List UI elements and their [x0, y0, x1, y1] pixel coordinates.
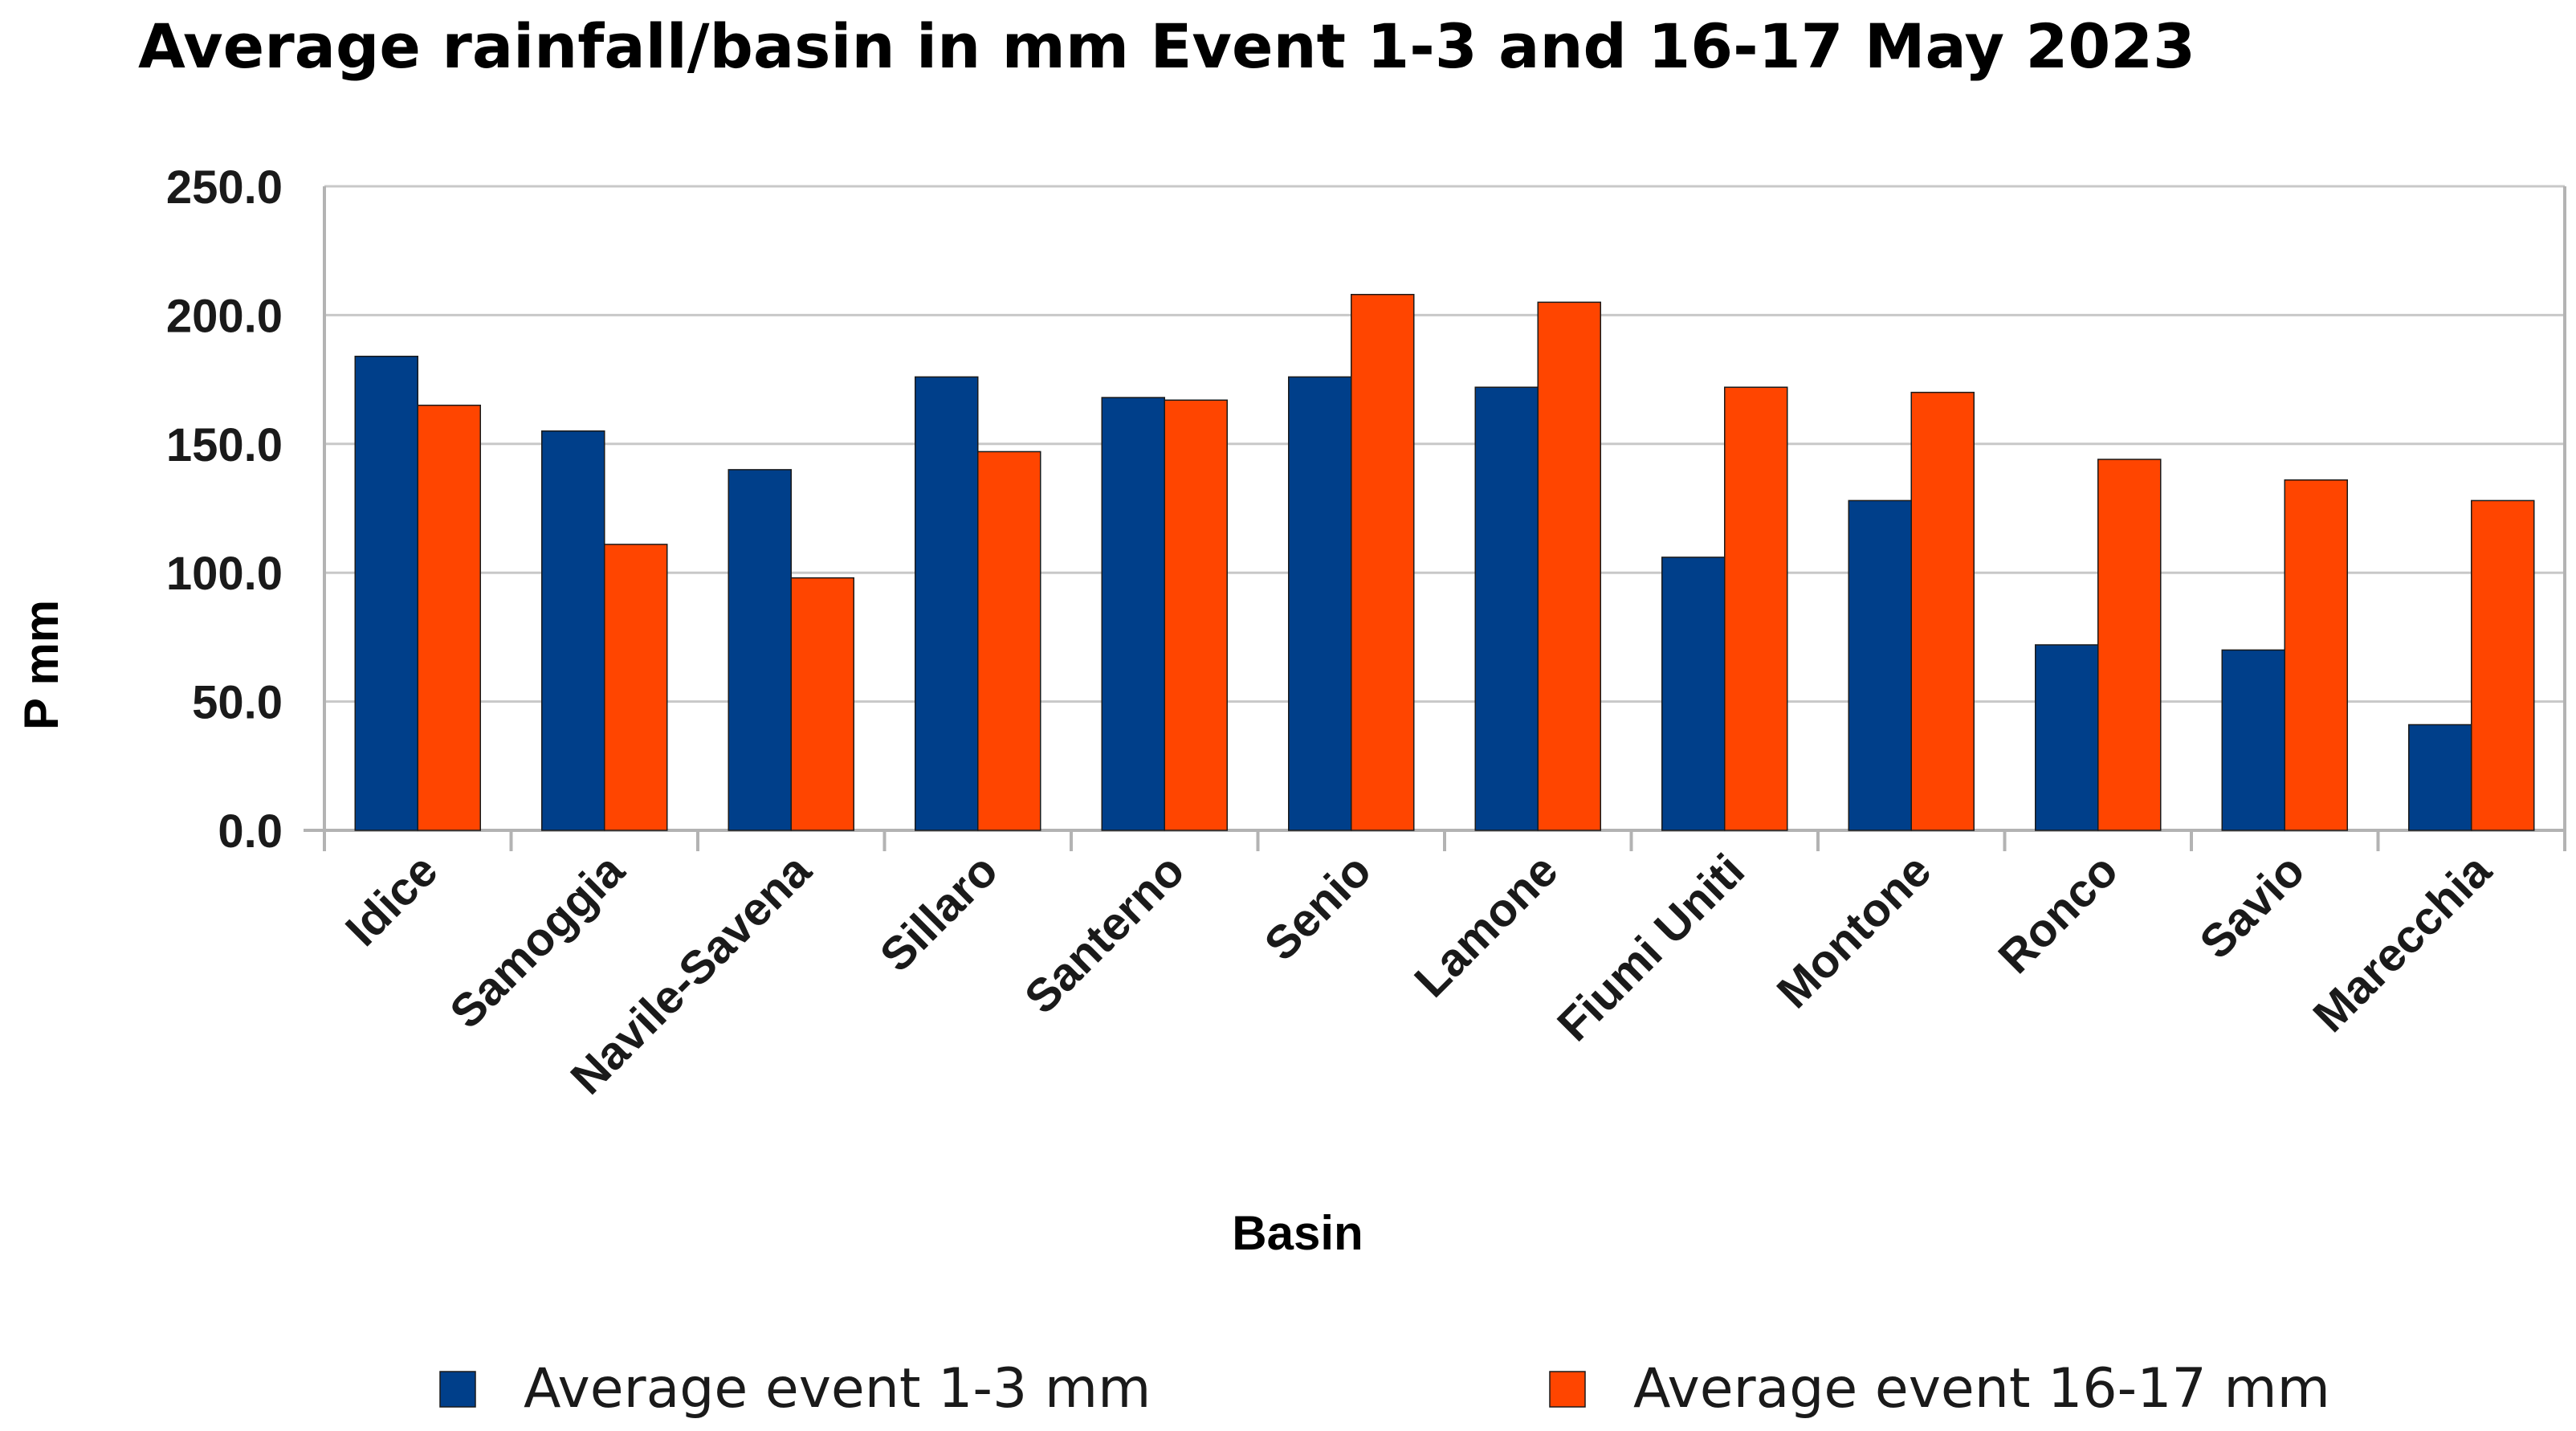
- y-tick-label: 0.0: [218, 805, 283, 858]
- x-axis-label: Basin: [1232, 1206, 1363, 1260]
- gridlines: [324, 185, 2565, 703]
- bar-series-2: [1351, 293, 1415, 831]
- x-tick-label: Lamone: [1404, 844, 1567, 1007]
- x-tick-label: Samoggia: [440, 844, 634, 1038]
- x-tick-label: Idice: [336, 844, 447, 956]
- x-tick-label: Ronco: [1988, 844, 2128, 984]
- y-tick-label: 200.0: [166, 290, 283, 342]
- x-tick-label: Savio: [2190, 844, 2314, 968]
- bar-series-2: [977, 450, 1041, 831]
- bar-series-1: [1848, 499, 1912, 831]
- y-tick-label: 250.0: [166, 161, 283, 214]
- legend: Average event 1-3 mm Average event 16-17 …: [439, 1357, 2330, 1421]
- bar-series-2: [2284, 479, 2348, 831]
- bar-series-1: [728, 469, 792, 831]
- bar-series-1: [1288, 376, 1352, 831]
- bars: [354, 293, 2535, 831]
- bar-series-2: [2471, 499, 2535, 831]
- legend-swatch-2: [1549, 1371, 1586, 1408]
- x-tick-label: Sillaro: [870, 844, 1008, 981]
- axes: [304, 186, 2566, 851]
- bar-series-1: [354, 355, 418, 831]
- bar-series-1: [2408, 724, 2472, 831]
- x-tick-label: Marecchia: [2303, 844, 2501, 1042]
- bar-series-1: [2221, 649, 2285, 831]
- chart-title: Average rainfall/basin in mm Event 1-3 a…: [138, 10, 2195, 82]
- bar-series-2: [1724, 386, 1788, 831]
- y-tick-label: 150.0: [166, 419, 283, 471]
- bar-series-1: [1474, 386, 1539, 831]
- bar-series-2: [1910, 391, 1975, 831]
- bar-series-1: [915, 376, 979, 831]
- bar-series-2: [604, 544, 668, 831]
- legend-label-2: Average event 16-17 mm: [1633, 1357, 2330, 1421]
- bar-series-1: [1101, 397, 1165, 831]
- bar-series-2: [1537, 301, 1601, 831]
- legend-swatch-1: [439, 1371, 476, 1408]
- bar-series-2: [1164, 399, 1228, 831]
- x-tick-label: Montone: [1767, 844, 1942, 1018]
- y-tick-label: 100.0: [166, 548, 283, 600]
- x-tick-label: Senio: [1254, 844, 1381, 971]
- bar-series-2: [417, 404, 481, 831]
- bar-series-1: [2035, 644, 2099, 831]
- bar-series-1: [541, 430, 605, 831]
- bar-series-2: [790, 577, 854, 831]
- y-axis-label: P mm: [14, 600, 68, 730]
- y-tick-labels: 0.0 50.0 100.0 150.0 200.0 250.0: [166, 161, 283, 858]
- y-tick-label: 50.0: [192, 677, 283, 729]
- legend-label-1: Average event 1-3 mm: [524, 1357, 1151, 1421]
- x-tick-label: Santerno: [1015, 844, 1195, 1024]
- bar-series-2: [2097, 459, 2162, 831]
- bar-series-1: [1661, 556, 1726, 831]
- x-tick-label: Fiumi Uniti: [1547, 844, 1755, 1051]
